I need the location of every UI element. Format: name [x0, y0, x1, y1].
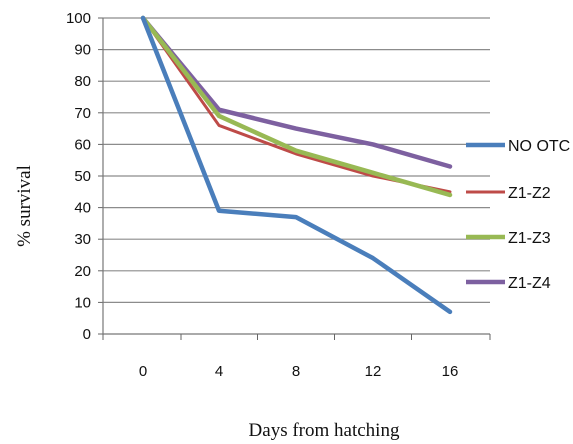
y-tick-label: 20 — [74, 263, 91, 280]
y-tick-label: 0 — [83, 326, 91, 343]
y-tick-label: 50 — [74, 168, 91, 185]
x-tick-label: 12 — [365, 363, 382, 380]
series-lines — [143, 18, 450, 312]
series-line-z1-z2 — [143, 18, 450, 192]
x-axis-title: Days from hatching — [249, 420, 400, 441]
legend-label-3: Z1-Z4 — [508, 275, 551, 292]
y-tick-label: 80 — [74, 73, 91, 90]
y-tick-label: 30 — [74, 231, 91, 248]
y-tick-label: 70 — [74, 105, 91, 122]
x-tick-label: 16 — [442, 363, 459, 380]
x-tick-label: 0 — [139, 363, 147, 380]
y-tick-label: 40 — [74, 200, 91, 217]
legend-label-0: NO OTC — [508, 138, 570, 155]
y-tick-label: 10 — [74, 294, 91, 311]
x-tick-label: 8 — [292, 363, 300, 380]
legend-label-1: Z1-Z2 — [508, 185, 551, 202]
y-tick-label: 60 — [74, 136, 91, 153]
legend: NO OTC Z1-Z2 Z1-Z3 Z1-Z4 — [466, 138, 570, 292]
axes: 0 10 20 30 40 50 60 70 80 90 100 0 4 8 12 16 — [66, 10, 490, 380]
legend-label-2: Z1-Z3 — [508, 230, 551, 247]
y-tick-label: 90 — [74, 42, 91, 59]
y-axis-title: % survival — [14, 165, 35, 247]
y-tick-label: 100 — [66, 10, 91, 27]
series-line-no-otc — [143, 18, 450, 312]
series-line-z1-z3 — [143, 18, 450, 195]
x-tick-label: 4 — [215, 363, 223, 380]
